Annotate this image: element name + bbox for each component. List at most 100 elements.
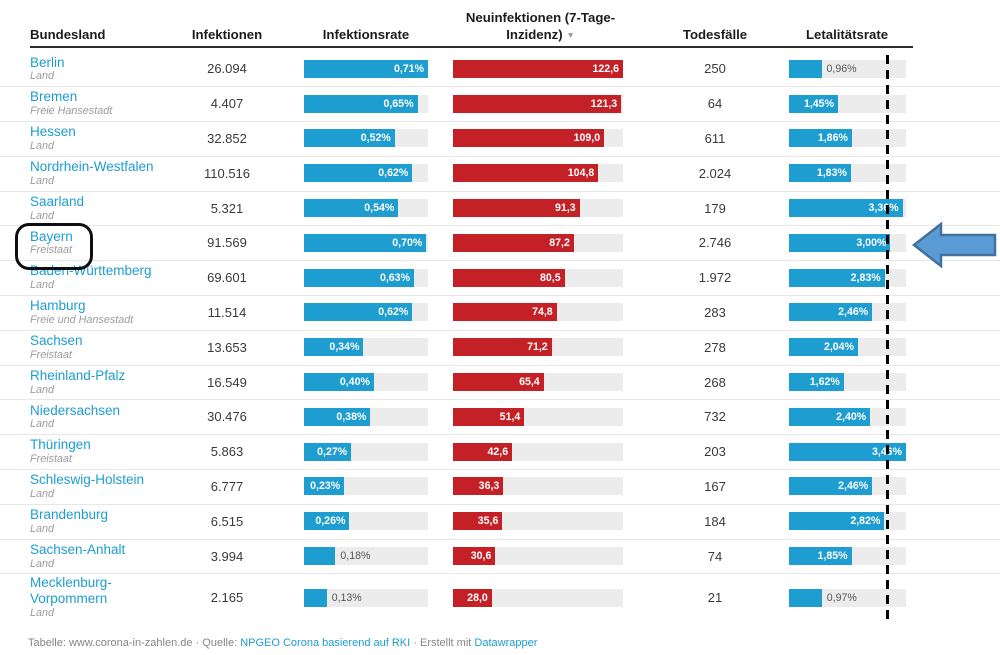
state-link[interactable]: Nordrhein-Westfalen: [30, 158, 154, 174]
deaths-value: 179: [704, 200, 726, 216]
fatality-rate-bar-track: 0,97%: [789, 588, 906, 607]
state-subtitle: Land: [30, 488, 55, 501]
fatality-rate-bar: 1,83%: [789, 164, 851, 183]
fatality-rate-bar: 2,46%: [789, 303, 873, 322]
table-row: Hamburg Freie und Hansestadt 11.514 283 0,62…: [0, 295, 1000, 331]
incidence-bar-track: 122,6: [453, 59, 623, 78]
state-cell: Niedersachsen Land: [30, 400, 180, 435]
fatality-rate-bar-label: 2,83%: [850, 271, 881, 284]
state-link[interactable]: Mecklenburg-Vorpommern: [30, 575, 112, 607]
footer-tool-link[interactable]: Datawrapper: [474, 637, 538, 649]
deaths-value: 1.972: [698, 270, 732, 286]
column-header-infektionsrate[interactable]: Infektionsrate: [322, 27, 410, 42]
sort-descending-icon: ▼: [566, 30, 575, 41]
state-link[interactable]: Bremen: [30, 89, 78, 105]
infection-rate-bar-label: 0,62%: [378, 306, 409, 319]
state-link[interactable]: Berlin: [30, 54, 65, 70]
column-header-letalitaetsrate[interactable]: Letalitätsrate: [805, 27, 889, 42]
left-arrow-annotation: [912, 222, 997, 268]
column-header-bundesland[interactable]: Bundesland: [30, 27, 106, 42]
state-link[interactable]: Niedersachsen: [30, 402, 121, 418]
state-link[interactable]: Brandenburg: [30, 506, 109, 522]
infection-rate-bar-label: 0,65%: [383, 97, 414, 110]
state-subtitle: Land: [30, 70, 55, 83]
column-header-todesfaelle[interactable]: Todesfälle: [682, 27, 748, 42]
incidence-bar: 28,0: [453, 588, 492, 607]
state-link[interactable]: Hessen: [30, 124, 76, 140]
incidence-bar: 42,6: [453, 442, 513, 461]
infection-rate-bar-track: 0,18%: [304, 547, 428, 566]
infections-value: 91.569: [207, 235, 247, 251]
fatality-rate-bar: 1,86%: [789, 129, 852, 148]
deaths-value: 268: [704, 374, 726, 390]
state-link[interactable]: Thüringen: [30, 437, 91, 453]
incidence-bar: 36,3: [453, 477, 504, 496]
state-cell: Schleswig-Holstein Land: [30, 469, 180, 504]
incidence-bar-label: 65,4: [519, 376, 540, 389]
state-cell: Berlin Land: [30, 52, 180, 87]
column-header-infektionen[interactable]: Infektionen: [191, 27, 263, 42]
incidence-bar-label: 122,6: [592, 62, 619, 75]
infections-value: 110.516: [203, 165, 251, 181]
deaths-value: 283: [704, 304, 726, 320]
fatality-rate-bar-track: 2,04%: [789, 338, 906, 357]
incidence-bar-track: 30,6: [453, 547, 623, 566]
fatality-rate-bar-track: 2,46%: [789, 477, 906, 496]
fatality-rate-bar-track: 2,46%: [789, 303, 906, 322]
infection-rate-bar: 0,65%: [304, 94, 418, 113]
state-link[interactable]: Sachsen: [30, 332, 83, 348]
table-row: Mecklenburg-Vorpommern Land 2.165 21 0,13% 28…: [0, 574, 1000, 622]
state-link[interactable]: Saarland: [30, 193, 85, 209]
state-cell: Thüringen Freistaat: [30, 434, 180, 469]
state-cell: Bayern Freistaat: [30, 226, 180, 261]
state-cell: Saarland Land: [30, 191, 180, 226]
table-row: Hessen Land 32.852 611 0,52% 109,0 1,86%: [0, 121, 1000, 157]
state-link[interactable]: Bayern: [30, 228, 73, 244]
infections-value: 6.777: [210, 478, 244, 494]
incidence-bar: 104,8: [453, 164, 599, 183]
state-subtitle: Freistaat: [30, 348, 73, 361]
table-row: Baden-Württemberg Land 69.601 1.972 0,63% 80,…: [0, 260, 1000, 297]
state-cell: Mecklenburg-Vorpommern Land: [30, 574, 180, 622]
state-link[interactable]: Sachsen-Anhalt: [30, 541, 126, 557]
incidence-bar-track: 65,4: [453, 373, 623, 392]
fatality-rate-bar-label: 1,62%: [809, 376, 840, 389]
infections-value: 4.407: [210, 96, 244, 112]
fatality-rate-bar: 2,82%: [789, 512, 885, 531]
state-cell: Hamburg Freie und Hansestadt: [30, 295, 180, 330]
fatality-rate-bar-track: 1,62%: [789, 373, 906, 392]
state-link[interactable]: Rheinland-Pfalz: [30, 367, 126, 383]
infection-rate-bar-label: 0,52%: [360, 132, 391, 145]
fatality-rate-bar-track: 3,46%: [789, 442, 906, 461]
infections-value: 5.321: [210, 200, 244, 216]
state-link[interactable]: Schleswig-Holstein: [30, 472, 145, 488]
table-row: Rheinland-Pfalz Land 16.549 268 0,40% 65,4 1,6…: [0, 365, 1000, 401]
fatality-rate-bar: 2,46%: [789, 477, 873, 496]
infection-rate-bar-label: 0,54%: [364, 202, 395, 215]
fatality-rate-bar-track: 3,00%: [789, 233, 906, 252]
column-header-neuinfektionen[interactable]: Neuinfektionen (7-Tage- Inzidenz) ▼: [448, 9, 633, 44]
state-subtitle: Land: [30, 557, 55, 570]
neuinfektionen-label-line1: Neuinfektionen (7-Tage-: [465, 10, 616, 25]
incidence-bar-label: 91,3: [554, 202, 576, 215]
fatality-rate-bar-label: 1,85%: [817, 550, 848, 563]
incidence-bar-label: 104,8: [567, 167, 595, 180]
infection-rate-bar-track: 0,13%: [304, 588, 428, 607]
incidence-bar-label: 121,3: [590, 97, 618, 110]
infection-rate-bar-label: 0,26%: [315, 515, 346, 528]
incidence-bar-track: 71,2: [453, 338, 623, 357]
fatality-rate-bar-label: 1,83%: [816, 167, 847, 180]
infection-rate-bar-track: 0,26%: [304, 512, 428, 531]
table-row: Schleswig-Holstein Land 6.777 167 0,23% 36,3 2…: [0, 469, 1000, 505]
fatality-rate-bar-label: 3,00%: [856, 236, 887, 249]
table-row: Bayern Freistaat 91.569 2.746 0,70% 87,2 3,00%: [0, 226, 1000, 262]
footer-source-link[interactable]: NPGEO Corona basierend auf RKI: [240, 637, 411, 649]
state-cell: Bremen Freie Hansestadt: [30, 86, 180, 121]
deaths-value: 184: [704, 513, 726, 529]
state-link[interactable]: Hamburg: [30, 298, 86, 314]
infection-rate-bar-track: 0,54%: [304, 199, 428, 218]
state-subtitle: Freie und Hansestadt: [30, 314, 134, 327]
incidence-bar-label: 71,2: [527, 341, 548, 354]
infection-rate-bar-label: 0,40%: [339, 376, 370, 389]
state-subtitle: Land: [30, 209, 55, 222]
